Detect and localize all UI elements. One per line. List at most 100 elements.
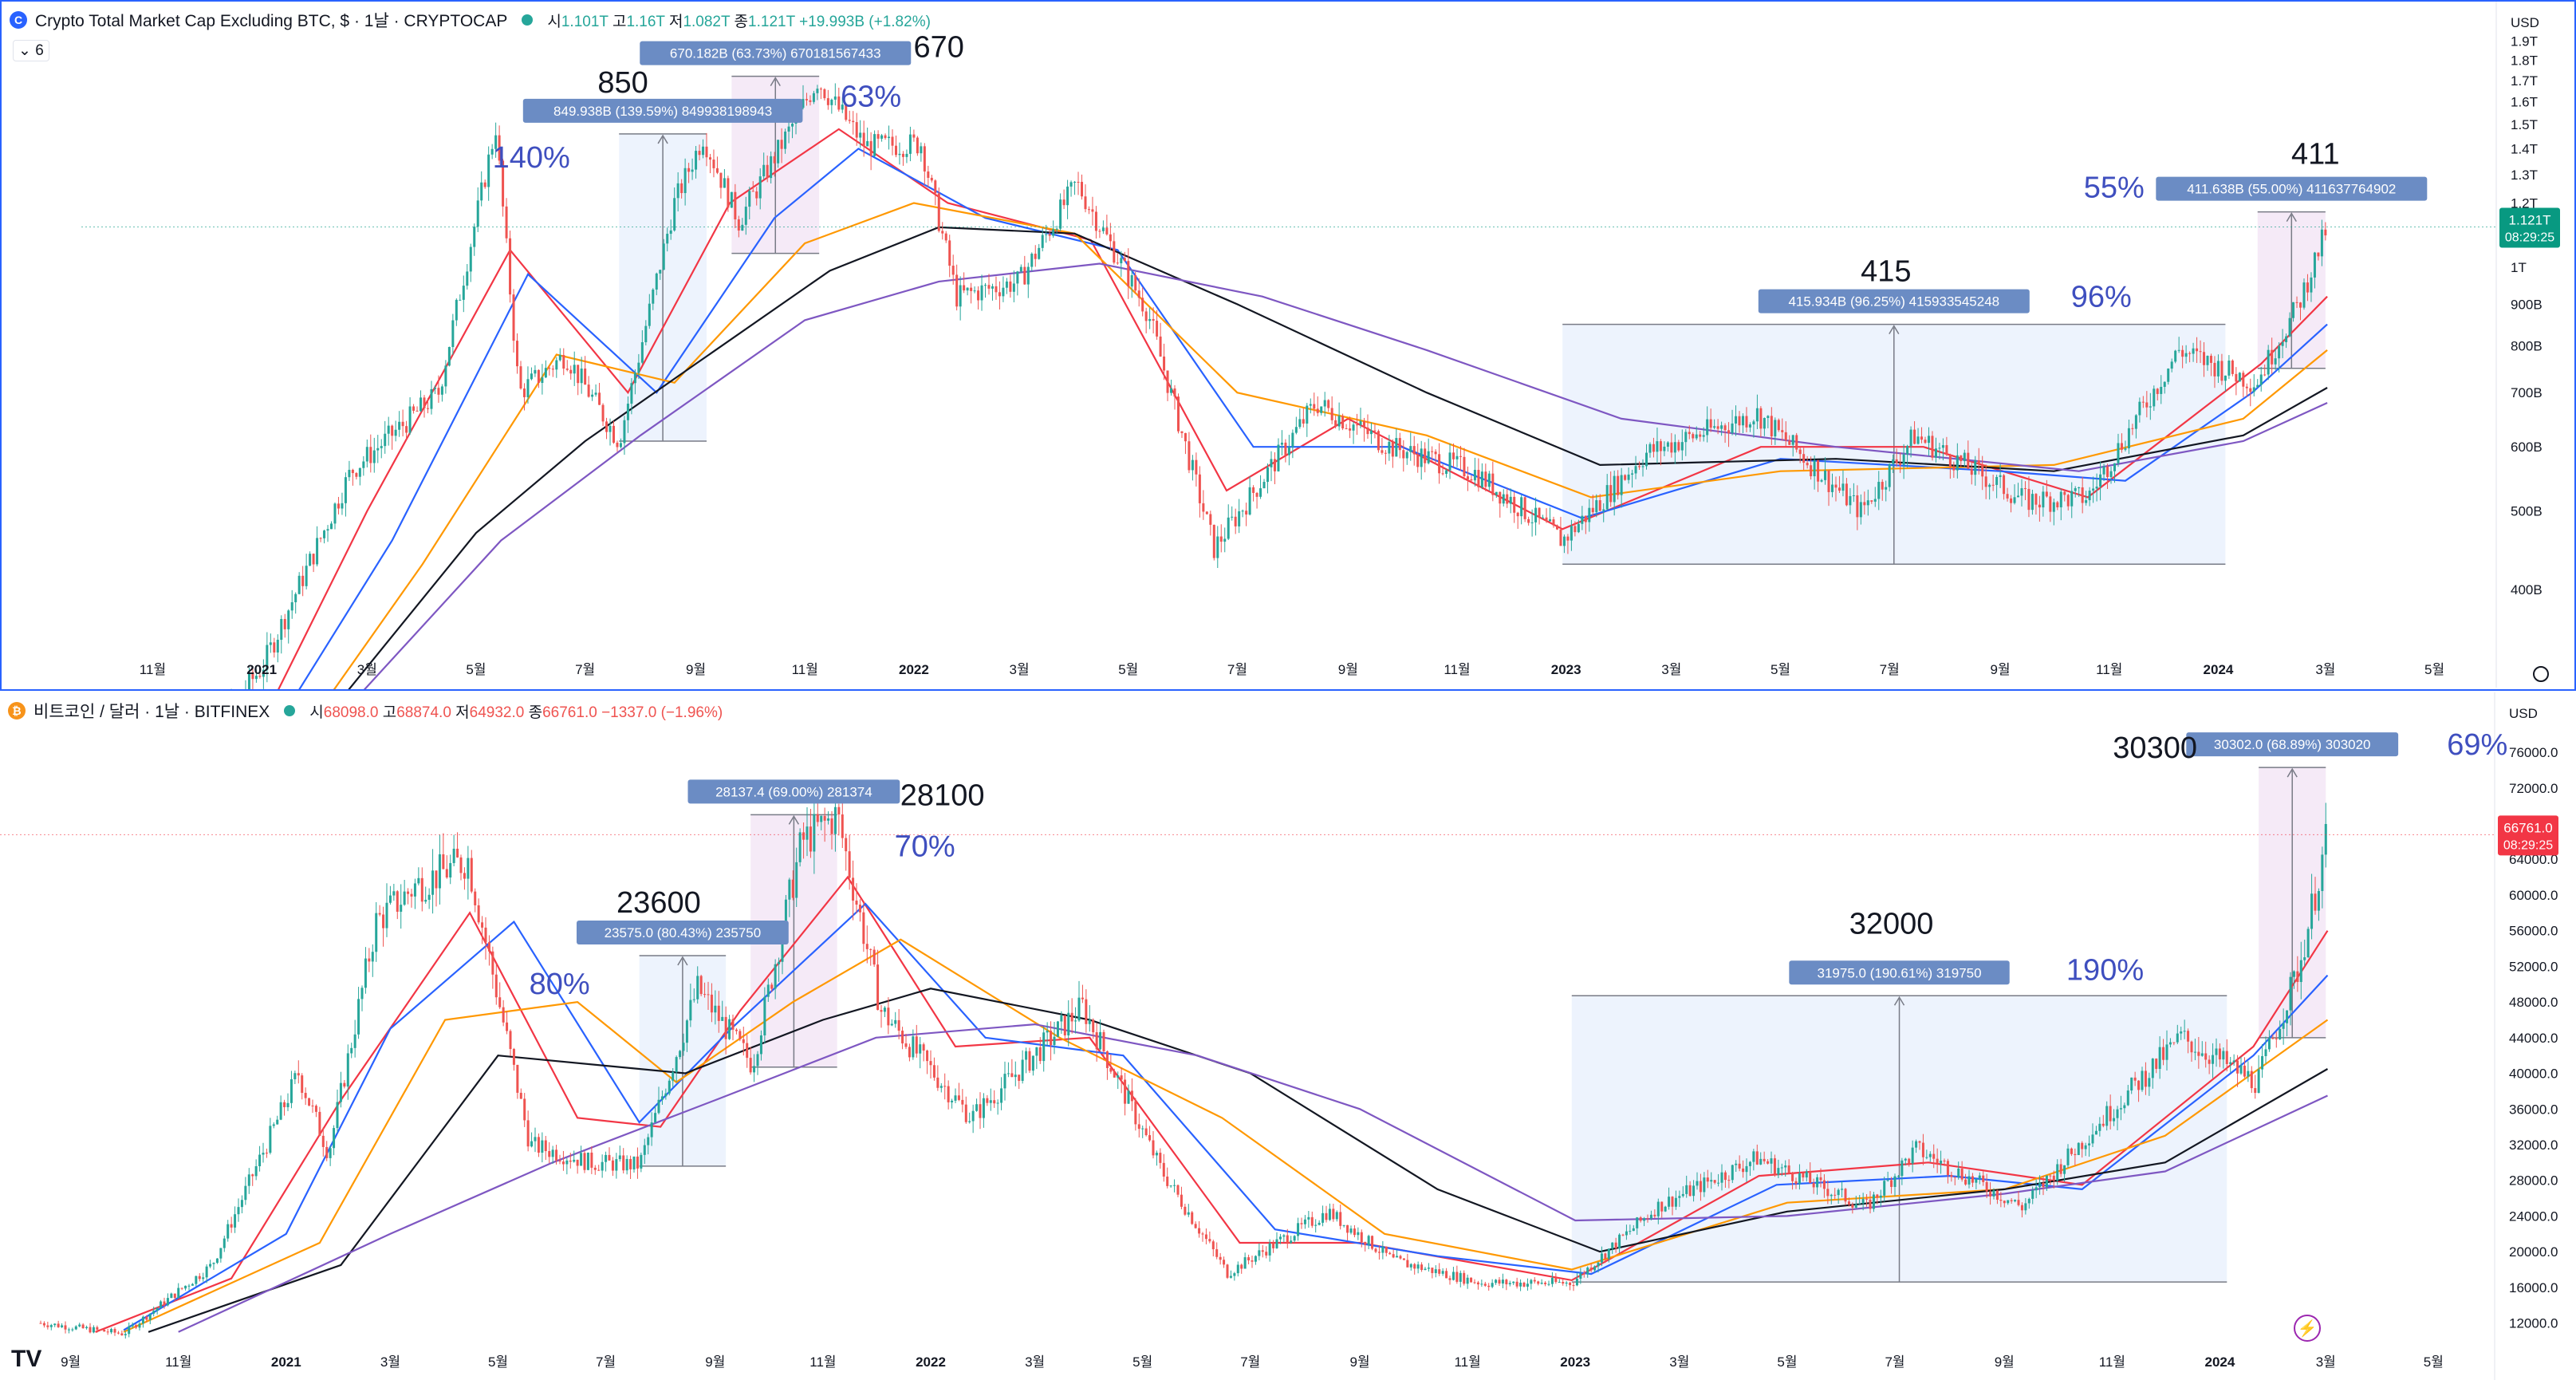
candle-body <box>1391 441 1394 457</box>
btc-chart-pane[interactable]: ₿ 비트코인 / 달러 · 1날 · BITFINEX 시68098.0 고68… <box>0 692 2576 1384</box>
candle-body <box>1570 526 1573 541</box>
candle-body <box>1991 484 1995 486</box>
candle-body <box>449 862 452 877</box>
candle-body <box>1416 454 1420 467</box>
candle-body <box>1770 416 1773 437</box>
candle-body <box>1062 199 1065 206</box>
candle-body <box>1402 450 1405 459</box>
candle-body <box>375 913 378 952</box>
candle-body <box>1554 1277 1558 1283</box>
candle-body <box>1026 266 1030 285</box>
candle-body <box>2306 929 2310 958</box>
candle-body <box>269 642 272 645</box>
candle-body <box>1066 186 1069 206</box>
candle-body <box>1660 1201 1664 1212</box>
btc-chart[interactable]: 23575.0 (80.43%) 235750 23600 80% 28137.4 (… <box>0 692 2576 1384</box>
candle-body <box>1680 442 1684 451</box>
candle-body <box>2324 823 2327 855</box>
candle-body <box>405 426 408 433</box>
measure-arrow-head <box>2286 212 2297 223</box>
candle-body <box>1688 432 1691 435</box>
candle-body <box>426 408 429 409</box>
candle-body <box>2070 1148 2073 1154</box>
candle-body <box>1003 1074 1006 1089</box>
candle-body <box>1812 1183 1815 1188</box>
lightning-icon[interactable]: ⚡ <box>2294 1315 2321 1342</box>
candle-body <box>1552 519 1555 526</box>
candle-body <box>1310 1216 1314 1226</box>
candle-body <box>1420 448 1423 467</box>
indicator-toggle-button[interactable]: ⌄ 6 <box>13 40 49 61</box>
candle-body <box>1294 427 1298 433</box>
symbol-title[interactable]: 비트코인 / 달러 · 1날 · BITFINEX <box>33 703 270 721</box>
candle-body <box>1709 419 1712 428</box>
candle-body <box>215 1258 219 1264</box>
time-axis-label: 9월 <box>1991 662 2011 677</box>
candle-body <box>659 270 662 274</box>
candle-body <box>128 1326 131 1335</box>
candle-body <box>594 392 597 395</box>
candle-body <box>1451 1272 1455 1280</box>
candle-body <box>1856 495 1859 518</box>
bitcoin-icon: ₿ <box>8 702 26 720</box>
candle-body <box>2003 475 2006 495</box>
candle-body <box>957 1095 960 1100</box>
candle-body <box>648 303 651 326</box>
candle-body <box>1666 442 1669 447</box>
candle-body <box>1767 416 1770 419</box>
candle-body <box>2141 1071 2144 1090</box>
candle-body <box>445 869 448 877</box>
candle-body <box>632 1156 636 1169</box>
measure-tag-bg <box>1758 289 2030 313</box>
price-axis-label: 44000.0 <box>2509 1031 2558 1046</box>
candle-body <box>1123 258 1126 262</box>
market-cap-chart-pane[interactable]: C Crypto Total Market Cap Excluding BTC,… <box>0 0 2576 691</box>
candle-body <box>490 148 494 155</box>
candle-body <box>1844 1189 1847 1202</box>
candle-body <box>396 891 399 912</box>
candle-body <box>2231 361 2234 374</box>
market-cap-chart[interactable]: 849.938B (139.59%) 849938198943 850 140% 67… <box>2 2 2574 689</box>
candle-body <box>103 1329 106 1332</box>
candle-body <box>1897 1176 1900 1177</box>
candle-body <box>1888 463 1891 487</box>
candle-body <box>1720 1172 1723 1183</box>
candle-body <box>1349 1228 1353 1233</box>
candle-body <box>1936 1158 1939 1164</box>
candle-body <box>1088 1019 1091 1024</box>
price-axis-label: 32000.0 <box>2509 1138 2558 1153</box>
candle-body <box>1010 1073 1014 1078</box>
settings-icon[interactable] <box>2533 666 2549 682</box>
time-axis-label: 2021 <box>271 1354 301 1370</box>
candle-body <box>2249 388 2252 392</box>
time-axis-label: 7월 <box>1240 1354 1260 1370</box>
candle-body <box>841 104 844 110</box>
annotation-percent: 140% <box>493 141 570 175</box>
candle-body <box>1752 1151 1755 1162</box>
tradingview-logo[interactable]: TV <box>11 1346 42 1372</box>
candle-body <box>987 285 991 289</box>
candle-body <box>742 1039 745 1043</box>
symbol-legend: C Crypto Total Market Cap Excluding BTC,… <box>10 8 931 32</box>
candle-body <box>2204 1053 2208 1060</box>
currency-label: USD <box>2509 706 2538 721</box>
candle-body <box>364 958 367 988</box>
candle-body <box>1913 429 1916 444</box>
candle-body <box>883 1007 886 1012</box>
candle-body <box>791 123 794 127</box>
symbol-title[interactable]: Crypto Total Market Cap Excluding BTC, $… <box>35 12 508 30</box>
candle-body <box>1339 1212 1342 1226</box>
candle-body <box>283 618 286 629</box>
candle-body <box>1960 455 1963 462</box>
candle-body <box>423 397 426 408</box>
candle-body <box>2263 374 2267 376</box>
candle-body <box>1127 1090 1130 1104</box>
candle-body <box>555 1149 558 1161</box>
candle-body <box>262 669 265 677</box>
open-value: 1.101T <box>561 13 609 30</box>
candle-body <box>908 134 912 154</box>
candle-body <box>2313 252 2316 278</box>
candle-body <box>1205 511 1208 515</box>
candle-body <box>1653 1214 1656 1216</box>
candle-body <box>2034 1187 2038 1191</box>
